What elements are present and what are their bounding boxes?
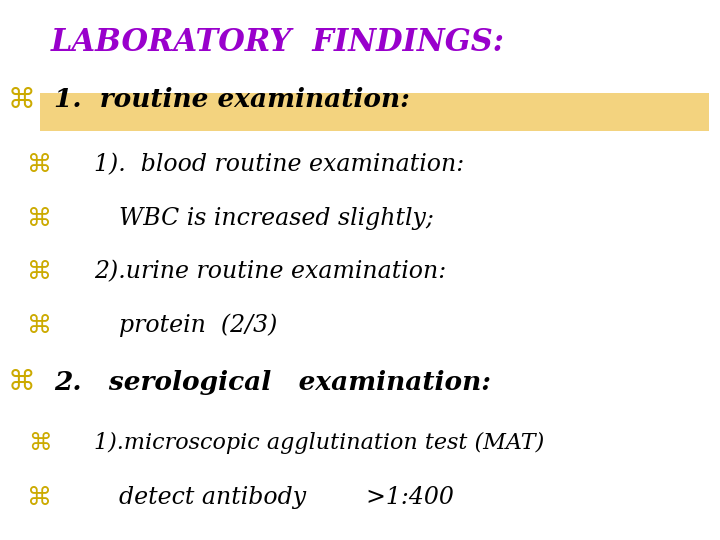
Text: 1.  routine examination:: 1. routine examination: (54, 87, 410, 112)
Text: ⌘: ⌘ (27, 207, 52, 231)
Text: ⌘: ⌘ (27, 486, 52, 510)
Text: 1).  blood routine examination:: 1). blood routine examination: (94, 153, 464, 176)
Text: WBC is increased slightly;: WBC is increased slightly; (119, 207, 433, 230)
Text: ⌘: ⌘ (27, 153, 52, 177)
Text: 2).urine routine examination:: 2).urine routine examination: (94, 260, 446, 283)
Text: ⌘: ⌘ (8, 368, 35, 396)
Text: detect antibody        >1:400: detect antibody >1:400 (119, 487, 454, 509)
Text: ⌘: ⌘ (27, 260, 52, 284)
Text: 1).microscopic agglutination test (MAT): 1).microscopic agglutination test (MAT) (94, 432, 544, 454)
Text: protein  (2/3): protein (2/3) (119, 314, 277, 338)
Text: 2.   serological   examination:: 2. serological examination: (54, 370, 491, 395)
Text: ⌘: ⌘ (27, 314, 52, 338)
Text: LABORATORY  FINDINGS:: LABORATORY FINDINGS: (50, 27, 505, 58)
Text: ⌘: ⌘ (28, 431, 51, 455)
Text: ⌘: ⌘ (8, 86, 35, 114)
Bar (40, 93, 709, 131)
